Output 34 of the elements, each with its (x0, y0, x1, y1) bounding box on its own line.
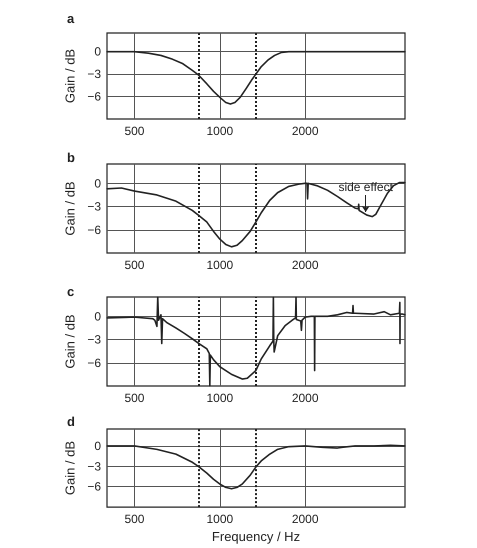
x-tick-label: 500 (124, 124, 145, 138)
x-axis-title: Frequency / Hz (212, 529, 300, 544)
y-tick-label: −3 (87, 67, 102, 82)
y-tick-label: 0 (94, 44, 102, 59)
x-tick-label: 500 (124, 391, 145, 405)
y-tick-label: −3 (87, 332, 102, 347)
x-tick-label: 1000 (206, 512, 234, 526)
y-tick-label: −6 (87, 480, 102, 494)
x-tick-label: 1000 (206, 124, 234, 138)
annotation: side effect (338, 180, 394, 194)
x-tick-label: 2000 (292, 258, 319, 272)
y-tick-label: 0 (94, 438, 102, 453)
x-tick-label: 500 (124, 258, 145, 272)
y-tick-label: −6 (87, 222, 102, 237)
y-tick-label: 0 (94, 176, 102, 190)
chart-title: d (67, 414, 75, 429)
chart-title: a (67, 11, 75, 26)
y-tick-label: −3 (87, 459, 102, 474)
chart-title: b (67, 150, 75, 165)
y-axis-title: Gain / dB (62, 181, 78, 236)
y-tick-label: 0 (94, 309, 102, 324)
x-tick-label: 500 (124, 512, 145, 526)
y-tick-label: −3 (87, 200, 102, 214)
y-tick-label: −6 (87, 356, 102, 370)
y-axis-title: Gain / dB (62, 314, 78, 369)
x-tick-label: 1000 (206, 391, 234, 405)
y-tick-label: −6 (87, 90, 102, 104)
chart-title: c (67, 284, 74, 299)
x-tick-label: 1000 (206, 258, 234, 272)
y-axis-title: Gain / dB (62, 440, 78, 496)
x-tick-label: 2000 (292, 512, 319, 526)
x-tick-label: 2000 (292, 391, 319, 405)
x-tick-label: 2000 (292, 124, 319, 138)
y-axis-title: Gain / dB (62, 48, 78, 104)
